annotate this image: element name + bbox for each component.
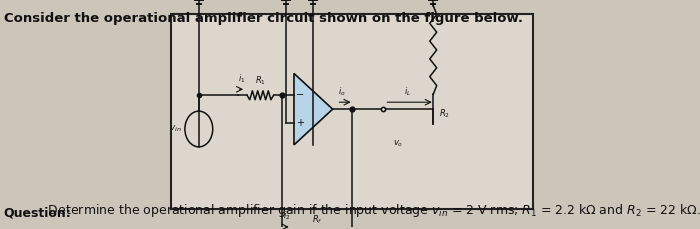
Text: −: − — [296, 90, 304, 100]
Text: $i_o$: $i_o$ — [338, 86, 346, 98]
Text: $i_1$: $i_1$ — [239, 73, 246, 85]
Bar — [171, 14, 533, 209]
Text: Consider the operational amplifier circuit shown on the figure below.: Consider the operational amplifier circu… — [4, 12, 523, 25]
Text: $v_o$: $v_o$ — [393, 139, 404, 150]
Text: $v_{in}$: $v_{in}$ — [169, 124, 182, 134]
Text: $R_2$: $R_2$ — [440, 108, 450, 120]
Text: $R_f$: $R_f$ — [312, 213, 323, 226]
Text: $i_L$: $i_L$ — [404, 86, 412, 98]
Text: Question:: Question: — [4, 206, 71, 219]
Text: Determine the operational amplifier gain if the input voltage $v_{in}$ = 2 V rms: Determine the operational amplifier gain… — [44, 202, 700, 219]
Text: +: + — [296, 118, 304, 128]
Text: $i_2$: $i_2$ — [284, 210, 290, 222]
Polygon shape — [294, 74, 332, 145]
Text: $R_1$: $R_1$ — [255, 75, 266, 87]
